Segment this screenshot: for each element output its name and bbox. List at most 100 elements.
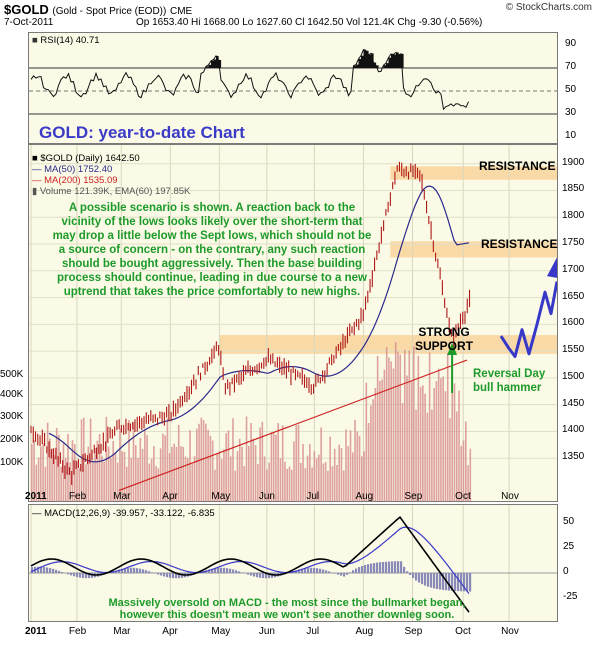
volume-bar	[374, 387, 377, 501]
macd-histogram-bar	[49, 568, 52, 573]
macd-histogram-bar	[334, 573, 337, 574]
ohlc-readout: Op 1653.40 Hi 1668.00 Lo 1627.60 Cl 1642…	[136, 17, 483, 28]
macd-histogram-bar	[55, 569, 58, 573]
macd-histogram-bar	[166, 573, 169, 578]
volume-bar	[119, 428, 121, 501]
volume-bar	[322, 463, 325, 501]
macd-plot	[29, 505, 557, 621]
macd-histogram-bar	[328, 571, 331, 573]
macd-histogram-bar	[133, 567, 136, 573]
macd-label: MACD(12,26,9) -39.957, -33.122, -6.835	[44, 508, 215, 519]
legend-ma50: — MA(50) 1752.40	[32, 164, 113, 175]
macd-histogram-bar	[178, 573, 181, 579]
rsi-overbought-fill	[363, 49, 367, 68]
price-tick-1600: 1600	[562, 317, 585, 329]
macd-histogram-bar	[88, 573, 91, 579]
volume-bar	[370, 405, 372, 501]
volume-bar	[259, 427, 261, 501]
volume-bar	[241, 446, 243, 501]
volume-bar	[293, 441, 295, 501]
volume-bar	[193, 456, 196, 501]
macd-histogram-bar	[82, 573, 85, 579]
macd-histogram-bar	[406, 571, 409, 573]
macd-histogram-bar	[148, 571, 151, 573]
volume-bar	[367, 423, 370, 501]
macd-histogram-bar	[220, 567, 223, 573]
macd-histogram-bar	[367, 564, 370, 573]
exchange: CME	[169, 6, 193, 17]
volume-bar	[175, 446, 178, 501]
macd-histogram-bar	[85, 573, 88, 579]
macd-histogram-bar	[415, 573, 418, 581]
macd-histogram-bar	[469, 573, 472, 592]
macd-histogram-bar	[352, 570, 355, 573]
volume-bar	[440, 378, 442, 501]
rsi-label: RSI(14) 40.71	[40, 35, 100, 46]
macd-histogram-bar	[463, 573, 466, 592]
volume-bar	[144, 429, 146, 501]
volume-bar	[422, 385, 424, 501]
volume-bar	[376, 356, 379, 501]
month-label-bottom-5: Jun	[258, 626, 275, 637]
volume-bar	[141, 448, 144, 501]
macd-histogram-bar	[37, 566, 40, 573]
price-tick-1850: 1850	[562, 183, 585, 195]
macd-panel: — MACD(12,26,9) -39.957, -33.122, -6.835…	[28, 504, 558, 622]
volume-bar	[173, 443, 176, 501]
volume-bar	[272, 432, 275, 501]
volume-bar	[252, 438, 255, 501]
rsi-overbought-fill	[396, 52, 399, 68]
volume-bar	[162, 433, 164, 501]
volume-bar	[31, 444, 33, 501]
volume-bar	[446, 353, 449, 501]
symbol-description: (Gold - Spot Price (EOD))	[52, 6, 167, 17]
rsi-overbought-fill	[206, 66, 209, 68]
macd-histogram-bar	[121, 568, 124, 573]
volume-bar	[464, 421, 467, 501]
volume-bar	[467, 465, 469, 501]
volume-bar	[295, 425, 298, 501]
macd-histogram-bar	[331, 572, 334, 573]
brand-watermark: © StockCharts.com	[505, 2, 592, 13]
volume-bar	[243, 466, 246, 501]
volume-bar	[80, 419, 83, 501]
volume-bar	[453, 383, 456, 501]
macd-histogram-bar	[211, 568, 214, 573]
macd-histogram-bar	[394, 561, 397, 573]
volume-bar	[275, 434, 277, 501]
volume-bar	[223, 449, 225, 501]
macd-histogram-bar	[316, 568, 319, 573]
macd-histogram-bar	[259, 573, 262, 578]
month-label-bottom-7: Aug	[355, 626, 374, 637]
volume-bar	[137, 458, 139, 501]
rsi-overbought-fill	[371, 53, 374, 68]
chart-title: GOLD: year-to-date Chart	[39, 123, 245, 142]
rsi-tick-90: 90	[565, 38, 577, 49]
macd-histogram-bar	[454, 573, 457, 591]
volume-bar	[227, 430, 230, 501]
rsi-overbought-fill	[216, 55, 219, 68]
macd-histogram-bar	[172, 573, 175, 579]
volume-bar	[146, 435, 148, 501]
macd-tick--25: -25	[563, 591, 578, 602]
macd-histogram-bar	[127, 567, 130, 573]
rsi-overbought-fill	[383, 65, 387, 68]
volume-bar	[123, 451, 126, 501]
macd-histogram-bar	[247, 573, 250, 575]
macd-histogram-bar	[157, 573, 160, 575]
ma200-line	[118, 359, 468, 491]
rsi-overbought-fill	[358, 58, 362, 68]
volume-bar	[110, 458, 112, 501]
rsi-overbought-fill	[218, 59, 222, 68]
rsi-line	[30, 48, 469, 111]
macd-histogram-bar	[61, 571, 64, 573]
price-tick-1350: 1350	[562, 451, 585, 463]
rsi-panel: ■ RSI(14) 40.71	[28, 32, 558, 144]
volume-bar	[40, 446, 42, 501]
volume-bar	[216, 453, 218, 501]
macd-histogram-bar	[163, 573, 166, 577]
volume-bar	[342, 470, 345, 501]
volume-bar	[358, 435, 361, 501]
month-label-bottom-1: Feb	[68, 626, 87, 637]
macd-histogram-bar	[70, 573, 73, 576]
